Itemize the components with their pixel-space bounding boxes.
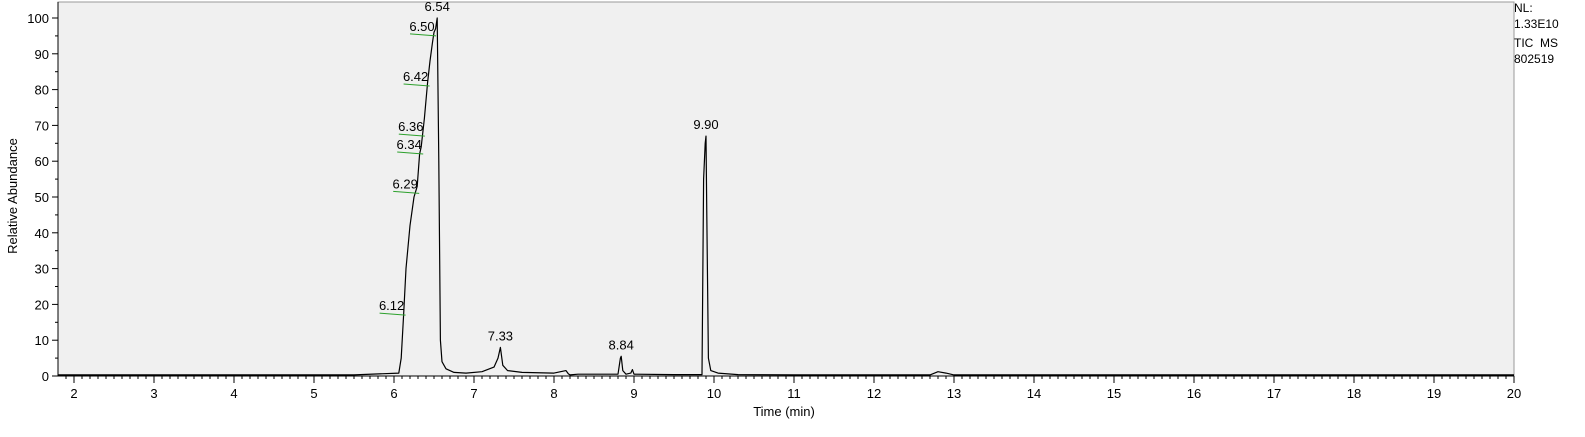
x-tick-label: 17 bbox=[1267, 386, 1281, 401]
x-tick-label: 12 bbox=[867, 386, 881, 401]
peak-labels: 6.12 6.29 6.34 6.36 6.42 6.50 6.54 7.33 8.84 9.90 bbox=[379, 0, 719, 352]
peak-label: 6.42 bbox=[403, 69, 428, 84]
info-line: TIC MS bbox=[1514, 36, 1558, 50]
x-tick-label: 3 bbox=[150, 386, 157, 401]
peak-label: 6.12 bbox=[379, 298, 404, 313]
y-tick-label: 20 bbox=[35, 297, 49, 312]
peak-marker bbox=[397, 151, 424, 155]
peak-marker bbox=[403, 83, 430, 87]
y-tick-label: 90 bbox=[35, 47, 49, 62]
x-tick-label: 5 bbox=[310, 386, 317, 401]
peak-marker bbox=[398, 133, 425, 137]
series-line bbox=[58, 17, 1514, 376]
peak-marker bbox=[393, 190, 420, 194]
y-tick-label: 100 bbox=[27, 11, 49, 26]
x-tick-label: 4 bbox=[230, 386, 237, 401]
x-tick-label: 16 bbox=[1187, 386, 1201, 401]
info-line: 802519 bbox=[1514, 52, 1554, 66]
x-tick-label: 19 bbox=[1427, 386, 1441, 401]
plot-background bbox=[57, 1, 1515, 377]
y-axis-ticks: 0 10 20 30 40 50 60 70 80 90 100 bbox=[27, 11, 58, 384]
peak-label: 6.36 bbox=[398, 119, 423, 134]
x-tick-label: 18 bbox=[1347, 386, 1361, 401]
x-tick-label: 11 bbox=[787, 386, 801, 401]
x-tick-label: 13 bbox=[947, 386, 961, 401]
x-axis-title: Time (min) bbox=[753, 404, 815, 419]
y-axis-title: Relative Abundance bbox=[5, 138, 20, 254]
y-tick-label: 80 bbox=[35, 83, 49, 98]
series-layer bbox=[58, 17, 1514, 376]
y-tick-label: 10 bbox=[35, 333, 49, 348]
peak-label: 6.50 bbox=[409, 19, 434, 34]
x-tick-label: 2 bbox=[70, 386, 77, 401]
peak-label: 8.84 bbox=[609, 337, 634, 352]
x-axis-ticks: 2 3 4 5 6 7 8 9 10 11 12 13 14 15 16 17 18 19 20 bbox=[70, 376, 1521, 401]
x-tick-label: 14 bbox=[1027, 386, 1041, 401]
x-tick-label: 15 bbox=[1107, 386, 1121, 401]
peak-label: 7.33 bbox=[488, 328, 513, 343]
y-tick-label: 50 bbox=[35, 190, 49, 205]
peak-marker bbox=[409, 33, 437, 37]
info-block: NL: 1.33E10 TIC MS 802519 bbox=[1514, 1, 1559, 66]
peak-label: 9.90 bbox=[693, 117, 718, 132]
x-tick-label: 20 bbox=[1507, 386, 1521, 401]
peak-marker bbox=[379, 312, 406, 316]
x-tick-label: 8 bbox=[550, 386, 557, 401]
y-tick-label: 0 bbox=[42, 369, 49, 384]
y-tick-label: 70 bbox=[35, 118, 49, 133]
info-line: NL: bbox=[1514, 1, 1533, 15]
x-tick-label: 6 bbox=[390, 386, 397, 401]
x-tick-label: 9 bbox=[630, 386, 637, 401]
y-tick-label: 40 bbox=[35, 226, 49, 241]
peak-label: 6.29 bbox=[393, 176, 418, 191]
y-tick-label: 30 bbox=[35, 262, 49, 277]
y-tick-label: 60 bbox=[35, 154, 49, 169]
peak-label: 6.34 bbox=[397, 137, 422, 152]
x-tick-label: 7 bbox=[470, 386, 477, 401]
info-line: 1.33E10 bbox=[1514, 17, 1559, 31]
x-tick-label: 10 bbox=[707, 386, 721, 401]
peak-label: 6.54 bbox=[425, 0, 450, 14]
